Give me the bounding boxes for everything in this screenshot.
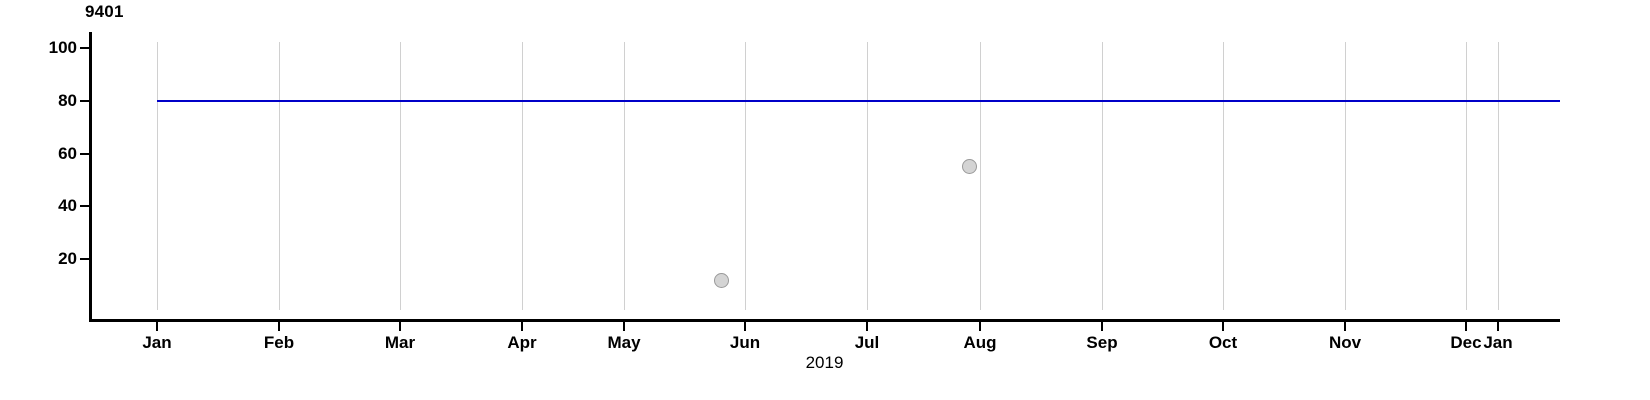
- x-axis-tick: [866, 322, 868, 331]
- x-axis-tick-label: Jan: [1483, 333, 1513, 352]
- x-axis-tick-label: Dec: [1450, 333, 1482, 352]
- y-axis-tick: [80, 153, 89, 155]
- x-axis-line: [89, 319, 1560, 322]
- y-axis-tick: [80, 258, 89, 260]
- chart-title: 9401: [85, 2, 124, 21]
- x-axis-tick: [623, 322, 625, 331]
- x-axis-tick: [156, 322, 158, 331]
- gridline-vertical: [1466, 42, 1467, 310]
- data-point[interactable]: [961, 159, 977, 175]
- x-axis-tick: [979, 322, 981, 331]
- gridline-vertical: [522, 42, 523, 310]
- y-axis-title: Confidence: [4, 0, 26, 54]
- y-axis-line: [89, 32, 92, 322]
- threshold-line: [157, 99, 1560, 102]
- x-axis-tick-label: Feb: [263, 333, 295, 352]
- x-axis-tick: [744, 322, 746, 331]
- x-axis-tick: [1344, 322, 1346, 331]
- y-axis-tick-label: 20: [58, 249, 77, 268]
- x-axis-tick-label: Jul: [854, 333, 880, 352]
- gridline-vertical: [1102, 42, 1103, 310]
- y-axis-tick-label: 100: [48, 38, 77, 57]
- x-axis-tick-label: Apr: [507, 333, 537, 352]
- x-axis-tick: [1101, 322, 1103, 331]
- gridline-vertical: [1223, 42, 1224, 310]
- x-axis-tick-label: Oct: [1208, 333, 1238, 352]
- plot-area: Jan Feb Mar Apr May Jun Jul Aug Sep Oct Nov Dec Jan …: [49, 32, 1560, 352]
- x-axis-title: 2019: [805, 353, 844, 372]
- x-axis-tick: [521, 322, 523, 331]
- x-axis-tick: [399, 322, 401, 331]
- y-axis-title-label: Confidence: [4, 0, 26, 54]
- x-axis-tick-label: Nov: [1328, 333, 1362, 352]
- gridline-vertical: [1345, 42, 1346, 310]
- y-axis-tick-label: 40: [58, 196, 77, 215]
- y-axis-tick-label: 80: [58, 91, 77, 110]
- x-axis-tick-label: Jun: [729, 333, 761, 352]
- gridline-vertical: [745, 42, 746, 310]
- x-axis-tick: [1465, 322, 1467, 331]
- gridline-vertical: [279, 42, 280, 310]
- gridline-vertical: [980, 42, 981, 310]
- y-axis-tick-label: 60: [58, 144, 77, 163]
- x-axis-tick: [1497, 322, 1499, 331]
- data-point[interactable]: [713, 272, 729, 288]
- gridline-vertical: [624, 42, 625, 310]
- gridline-vertical: [1498, 42, 1499, 310]
- y-axis-tick: [80, 100, 89, 102]
- gridline-vertical: [157, 42, 158, 310]
- y-axis-tick: [80, 47, 89, 49]
- gridline-vertical: [400, 42, 401, 310]
- x-axis-tick-label: Aug: [963, 333, 997, 352]
- x-axis-tick-label: Sep: [1086, 333, 1118, 352]
- x-axis-tick: [1222, 322, 1224, 331]
- x-axis-tick-label: Jan: [142, 333, 172, 352]
- y-axis-tick: [80, 205, 89, 207]
- x-axis-tick-label: Mar: [384, 333, 416, 352]
- x-axis-tick: [278, 322, 280, 331]
- x-axis-tick-label: May: [607, 333, 641, 352]
- gridline-vertical: [867, 42, 868, 310]
